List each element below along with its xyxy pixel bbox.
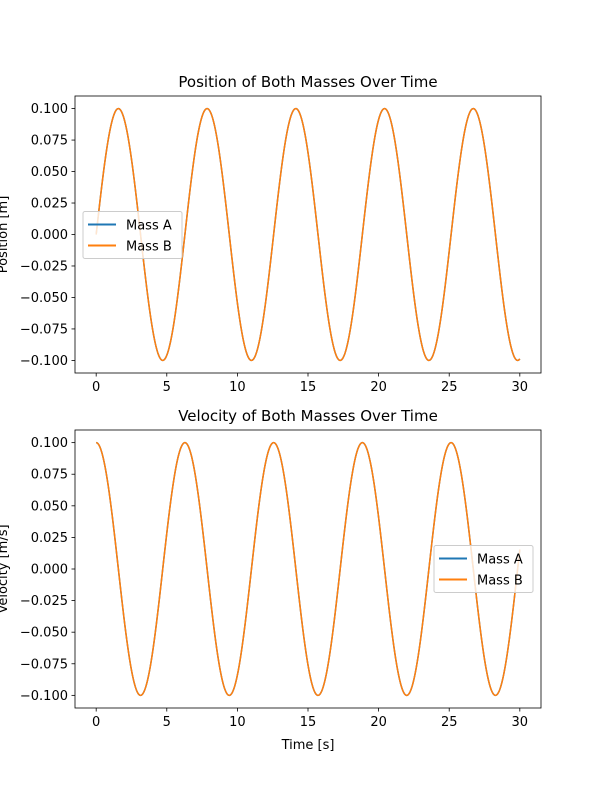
x-tick-label: 5 xyxy=(163,380,171,395)
legend-label: Mass B xyxy=(126,240,172,255)
y-tick-label: −0.075 xyxy=(20,657,68,672)
x-axis-label: Time [s] xyxy=(281,738,335,753)
y-tick-label: 0.025 xyxy=(31,197,68,212)
y-tick-label: −0.050 xyxy=(20,291,68,306)
legend-label: Mass A xyxy=(477,553,523,568)
y-tick-label: −0.100 xyxy=(20,689,68,704)
y-tick-label: 0.075 xyxy=(31,468,68,483)
chart-2: Velocity of Both Masses Over Time 0 5 10 15 2… xyxy=(0,407,542,753)
x-tick-label: 30 xyxy=(512,715,529,730)
chart-title: Velocity of Both Masses Over Time xyxy=(178,407,438,425)
y-tick-label: −0.075 xyxy=(20,322,68,337)
legend-box xyxy=(433,545,534,593)
chart-1: Position of Both Masses Over Time 0 5 10 15 2… xyxy=(0,73,542,395)
legend-box xyxy=(82,211,183,259)
series-line-mass-b xyxy=(95,107,521,362)
legend: Mass A Mass B xyxy=(433,545,534,593)
x-tick-label: 20 xyxy=(370,715,387,730)
chart-title: Position of Both Masses Over Time xyxy=(178,73,437,91)
y-tick-label: 0.000 xyxy=(31,228,68,243)
x-tick-label: 0 xyxy=(92,715,100,730)
y-tick-label: −0.025 xyxy=(20,259,68,274)
x-tick-label: 20 xyxy=(370,380,387,395)
x-tick-label: 25 xyxy=(441,380,458,395)
y-tick-label: 0.025 xyxy=(31,531,68,546)
y-tick-label: 0.050 xyxy=(31,499,68,514)
y-tick-label: 0.000 xyxy=(31,563,68,578)
y-tick-label: 0.075 xyxy=(31,134,68,149)
legend: Mass A Mass B xyxy=(82,211,183,259)
series-line-mass-b xyxy=(96,441,521,697)
x-tick-label: 15 xyxy=(300,715,317,730)
y-tick-label: 0.100 xyxy=(31,102,68,117)
legend-label: Mass A xyxy=(126,219,172,234)
x-tick-label: 30 xyxy=(512,380,529,395)
y-tick-label: −0.100 xyxy=(20,354,68,369)
x-tick-label: 0 xyxy=(92,380,100,395)
x-tick-label: 10 xyxy=(229,715,246,730)
x-tick-label: 5 xyxy=(163,715,171,730)
x-tick-label: 10 xyxy=(229,380,246,395)
y-tick-label: 0.050 xyxy=(31,165,68,180)
y-tick-label: −0.050 xyxy=(20,626,68,641)
x-tick-label: 25 xyxy=(441,715,458,730)
y-tick-label: 0.100 xyxy=(31,436,68,451)
y-tick-label: −0.025 xyxy=(20,594,68,609)
y-axis-label: Velocity [m/s] xyxy=(0,524,11,613)
legend-label: Mass B xyxy=(477,574,523,589)
y-axis-label: Position [m] xyxy=(0,196,11,274)
x-tick-label: 15 xyxy=(300,380,317,395)
